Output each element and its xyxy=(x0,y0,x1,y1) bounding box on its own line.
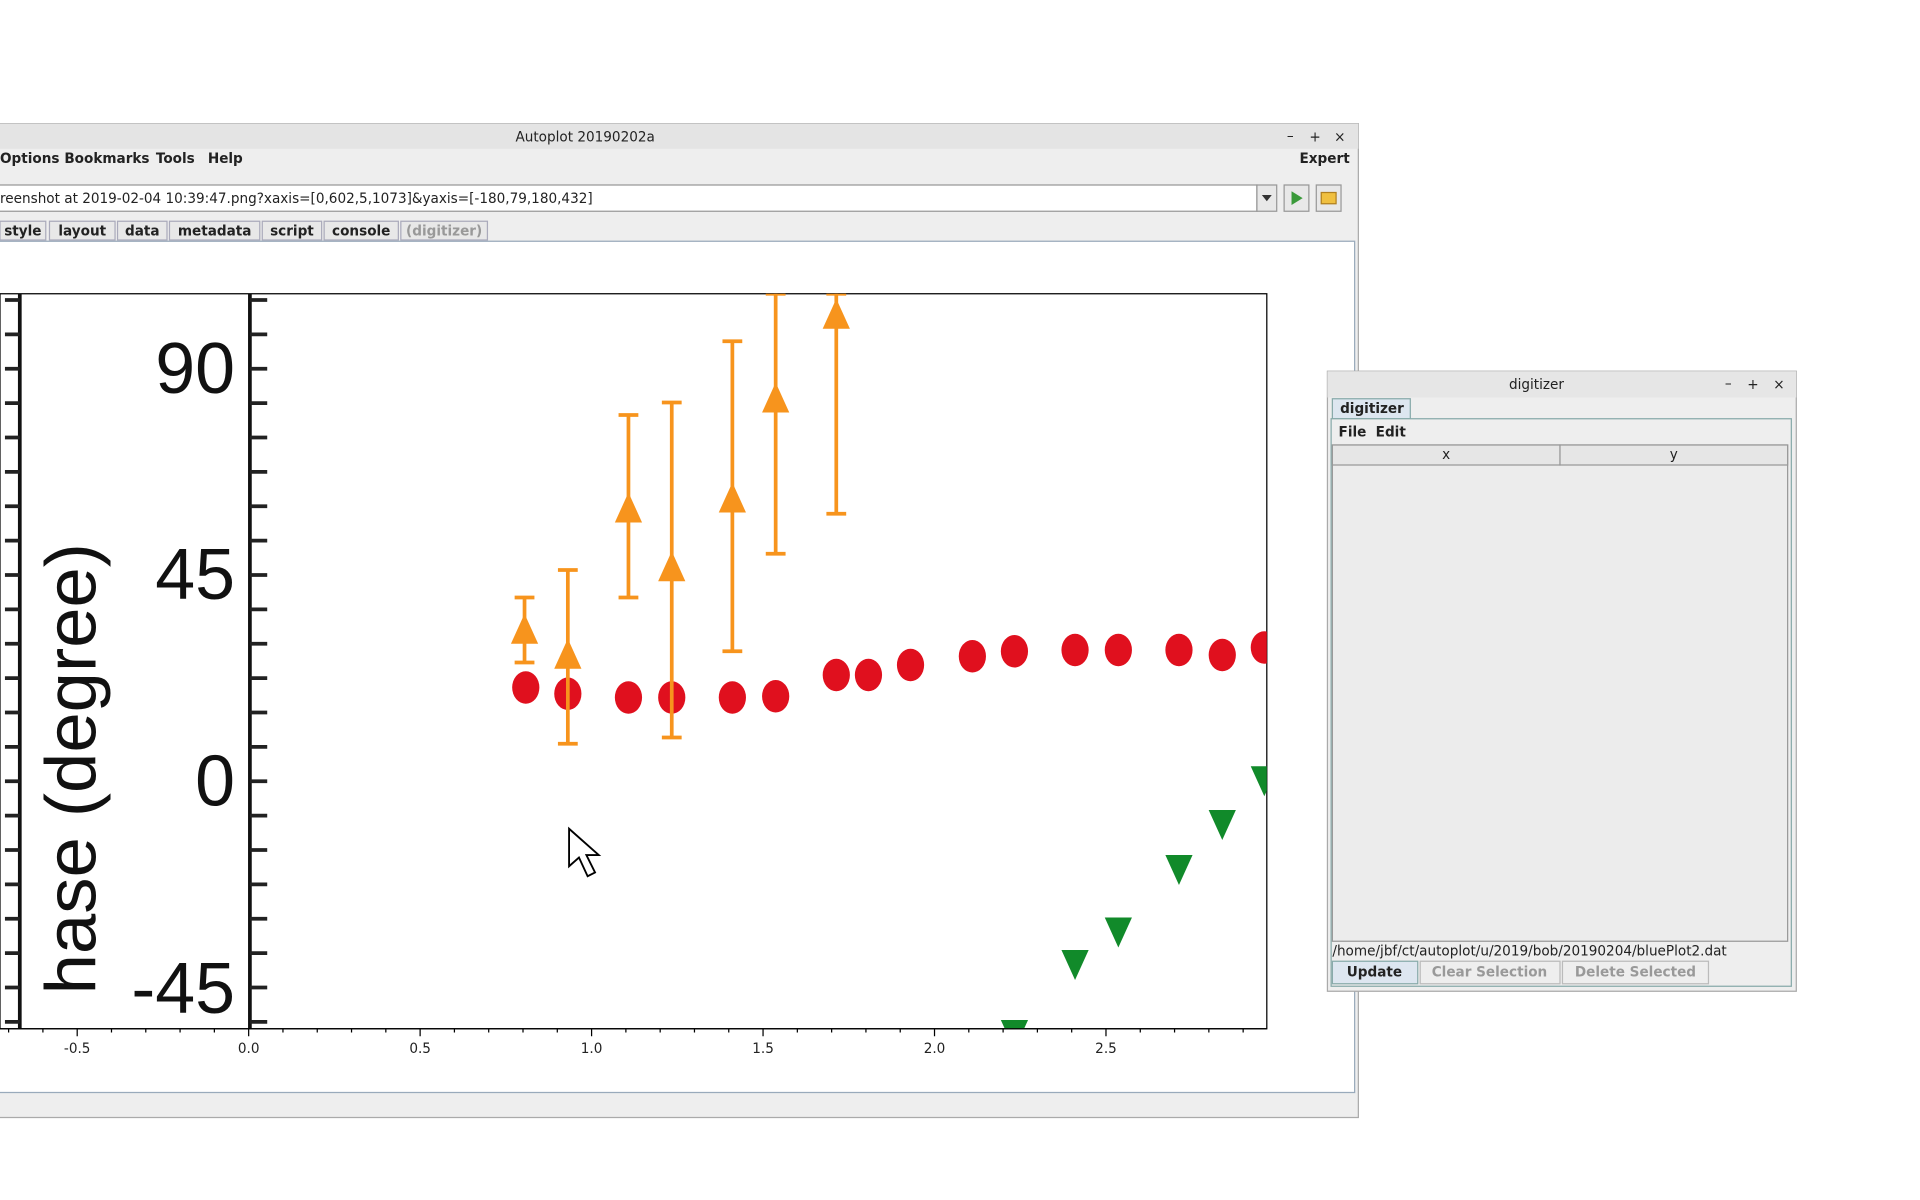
image-marker xyxy=(762,382,790,413)
x-tick-label: 1.0 xyxy=(581,1041,603,1057)
image-marker xyxy=(1061,950,1089,980)
tab-label: console xyxy=(332,223,390,239)
tab-label: layout xyxy=(58,223,106,239)
file-path: /home/jbf/ct/autoplot/u/2019/bob/2019020… xyxy=(1332,943,1727,959)
image-marker xyxy=(1000,635,1029,668)
image-marker xyxy=(854,658,883,692)
close[interactable]: × xyxy=(1334,129,1345,145)
x-tick-label: 0.0 xyxy=(238,1041,260,1057)
tab-label: metadata xyxy=(178,223,252,239)
button-label: Delete Selected xyxy=(1575,964,1696,980)
x-tick-label: 2.0 xyxy=(924,1041,946,1057)
menu-item[interactable]: Edit xyxy=(1376,424,1407,440)
mouse-cursor xyxy=(568,826,602,878)
image-marker xyxy=(1208,638,1236,672)
x-tick-label: 1.5 xyxy=(752,1041,774,1057)
digitizer-window: digitizer – + × digitizer File Edit x y … xyxy=(1326,370,1797,992)
image-marker xyxy=(1000,1020,1029,1029)
image-marker xyxy=(512,671,540,704)
digitizer-title: digitizer xyxy=(1509,377,1564,393)
image-marker xyxy=(510,613,539,644)
image-marker xyxy=(718,681,746,714)
image-marker xyxy=(1165,633,1193,667)
maximize[interactable]: + xyxy=(1309,129,1320,145)
x-tick-label: -0.5 xyxy=(64,1041,91,1057)
url-text: reenshot at 2019-02-04 10:39:47.png?xaxi… xyxy=(0,191,593,207)
image-marker xyxy=(614,492,643,523)
x-tick-label: 0.5 xyxy=(409,1041,431,1057)
svg-text:×: × xyxy=(1773,377,1784,393)
tab[interactable] xyxy=(0,220,47,241)
window-title: Autoplot 20190202a xyxy=(515,129,654,145)
image-marker xyxy=(1061,633,1089,667)
image-marker xyxy=(1208,810,1236,840)
menu-item[interactable]: Options xyxy=(0,151,60,167)
image-marker xyxy=(1250,631,1267,664)
image-marker xyxy=(762,680,790,713)
image-marker xyxy=(554,638,582,669)
delete-button[interactable] xyxy=(1561,960,1710,985)
image-y-label: -45 xyxy=(131,949,235,1029)
image-marker xyxy=(958,640,986,673)
column-header[interactable]: x xyxy=(1442,447,1450,463)
image-marker xyxy=(1250,766,1267,797)
image-marker xyxy=(614,681,643,714)
tab[interactable] xyxy=(261,220,323,241)
button-label: Clear Selection xyxy=(1432,964,1548,980)
image-marker xyxy=(658,551,686,582)
url-field[interactable] xyxy=(0,184,1258,212)
tab-label: style xyxy=(4,223,41,239)
image-marker xyxy=(1104,633,1132,667)
svg-text:+: + xyxy=(1747,377,1758,393)
menu-item[interactable]: File xyxy=(1339,424,1367,440)
tab[interactable] xyxy=(48,220,116,241)
clear-button[interactable] xyxy=(1419,960,1561,985)
image-y-label: 45 xyxy=(155,535,235,615)
image-marker xyxy=(822,658,850,692)
table xyxy=(1331,444,1789,942)
update-button[interactable] xyxy=(1331,960,1419,985)
tab[interactable] xyxy=(116,220,168,241)
svg-text:–: – xyxy=(1725,376,1732,392)
tab[interactable] xyxy=(400,220,489,241)
expert-menu[interactable]: Expert xyxy=(1300,151,1351,167)
menu-item[interactable]: Help xyxy=(208,151,243,167)
column-header[interactable]: y xyxy=(1670,447,1678,463)
image-marker xyxy=(822,298,850,329)
image-marker xyxy=(718,482,746,513)
tab[interactable] xyxy=(323,220,399,241)
image-marker xyxy=(1104,917,1132,948)
tab-label: (digitizer) xyxy=(406,223,482,239)
menu-item[interactable]: Tools xyxy=(156,151,195,167)
status-bar xyxy=(0,1093,1355,1117)
tab[interactable] xyxy=(168,220,261,241)
tab-label: data xyxy=(125,223,160,239)
image-y-title: hase (degree) xyxy=(32,543,112,994)
button-label: Update xyxy=(1347,964,1402,980)
image-marker xyxy=(896,648,925,682)
digitizer-tab-label: digitizer xyxy=(1340,401,1404,417)
image-marker xyxy=(1165,855,1193,885)
plot: 90 45 0 -45 hase (degree) xyxy=(0,293,1268,1030)
tab-label: script xyxy=(270,223,314,239)
minimize[interactable]: – xyxy=(1287,128,1294,144)
menu-item[interactable]: Bookmarks xyxy=(64,151,149,167)
image-y-label: 90 xyxy=(155,329,235,409)
x-tick-label: 2.5 xyxy=(1095,1041,1117,1057)
image-y-label: 0 xyxy=(195,741,235,821)
